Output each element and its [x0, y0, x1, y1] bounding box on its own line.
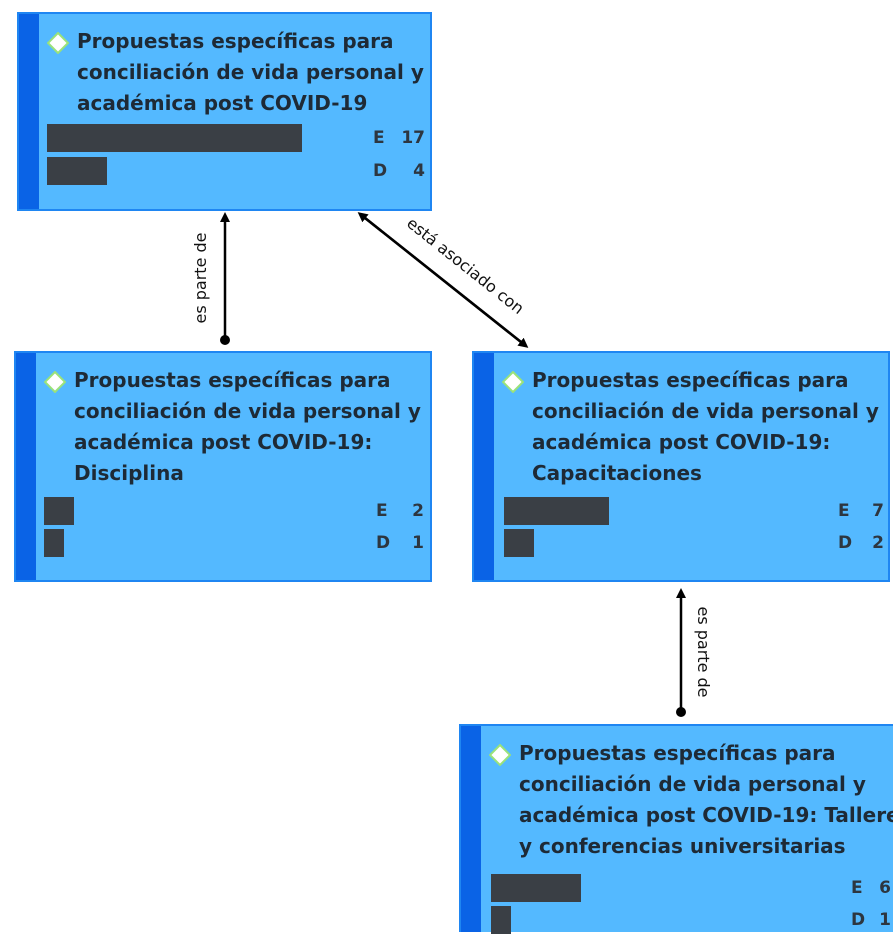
metric-bar	[504, 497, 609, 525]
link-label: es parte de	[191, 232, 210, 323]
node-title: Propuestas específicas para conciliación…	[519, 741, 893, 858]
link-label: está asociado con	[403, 213, 528, 318]
metric-bar	[504, 529, 534, 557]
metric-value: 7	[872, 501, 884, 521]
link-line	[359, 213, 529, 348]
metric-value: 6	[879, 878, 891, 898]
node-card[interactable]: Propuestas específicas para conciliación…	[472, 351, 890, 582]
metric-label: E	[376, 501, 388, 521]
metric-bar	[44, 529, 64, 557]
metric-bar	[47, 157, 107, 185]
metric-bar	[491, 906, 511, 934]
link-origin-dot	[220, 335, 230, 345]
metric-value: 1	[879, 910, 891, 930]
node-stripe	[19, 14, 39, 209]
node-title: Propuestas específicas para conciliación…	[74, 368, 421, 485]
metric-value: 2	[872, 533, 884, 553]
metric-value: 2	[412, 501, 424, 521]
diamond-icon	[44, 371, 66, 393]
metric-bar	[47, 124, 302, 152]
metric-label: D	[851, 910, 866, 930]
node-stripe	[461, 726, 481, 932]
metric-label: E	[373, 128, 385, 148]
node-card[interactable]: Propuestas específicas para conciliación…	[14, 351, 432, 582]
metric-bar	[491, 874, 581, 902]
metric-value: 17	[401, 128, 425, 148]
node-card[interactable]: Propuestas específicas para conciliación…	[459, 724, 893, 934]
metric-label: D	[373, 161, 388, 181]
node-header: Propuestas específicas para conciliación…	[502, 365, 882, 489]
diamond-icon	[47, 32, 69, 54]
metric-label: E	[838, 501, 850, 521]
node-title: Propuestas específicas para conciliación…	[77, 29, 424, 115]
diamond-icon	[502, 371, 524, 393]
node-header: Propuestas específicas para conciliación…	[47, 26, 424, 119]
metric-bar	[44, 497, 74, 525]
metric-label: D	[838, 533, 853, 553]
metric-label: D	[376, 533, 391, 553]
link-label: es parte de	[694, 606, 713, 697]
node-header: Propuestas específicas para conciliación…	[44, 365, 424, 489]
node-title: Propuestas específicas para conciliación…	[532, 368, 879, 485]
metric-value: 1	[412, 533, 424, 553]
metric-label: E	[851, 878, 863, 898]
node-stripe	[16, 353, 36, 580]
metric-value: 4	[413, 161, 425, 181]
node-card[interactable]: Propuestas específicas para conciliación…	[17, 12, 432, 211]
link-origin-dot	[676, 707, 686, 717]
node-header: Propuestas específicas para conciliación…	[489, 738, 893, 862]
node-stripe	[474, 353, 494, 580]
diamond-icon	[489, 744, 511, 766]
